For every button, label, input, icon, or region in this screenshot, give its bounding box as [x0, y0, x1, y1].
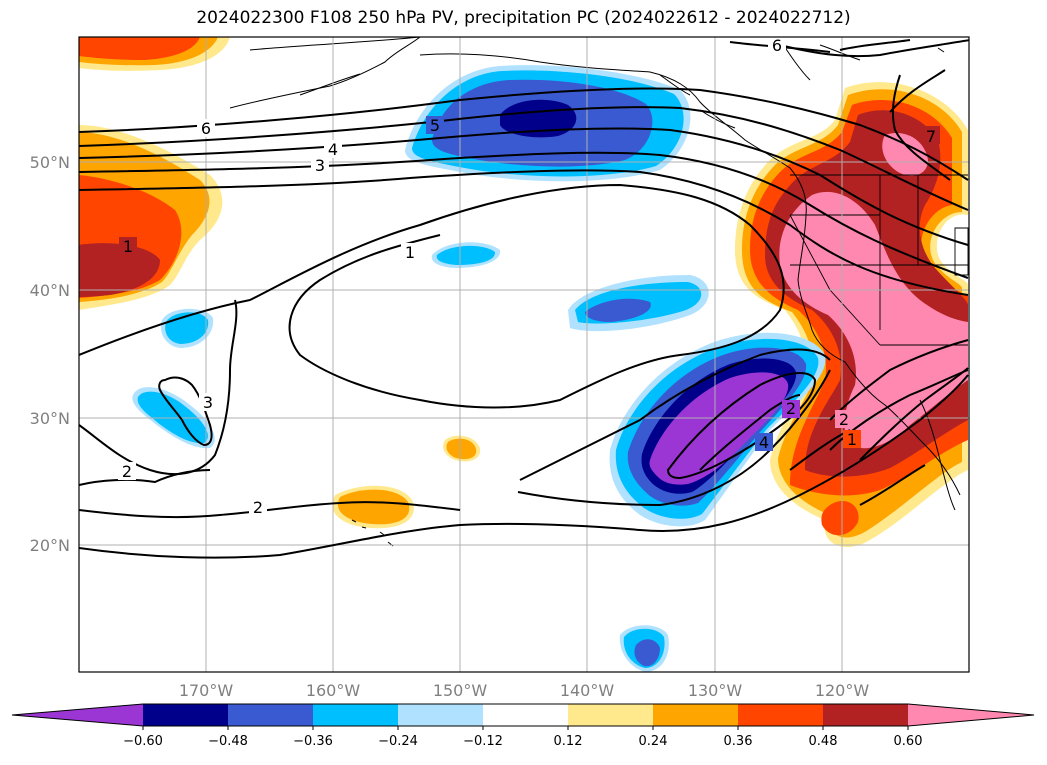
colorbar-tick-label: 0.24 [639, 734, 668, 749]
positive-anomaly-west-coast [735, 82, 968, 548]
colorbar-tick-label: 0.12 [554, 734, 583, 749]
colorbar-tick-label: −0.48 [208, 734, 248, 749]
colorbar-bin [398, 704, 483, 726]
colorbar-bin [483, 704, 568, 726]
colorbar: −0.60 −0.48 −0.36 −0.24 −0.12 0.12 0.24 0.36 0.4… [11, 703, 1035, 749]
map-plot-area: 6 5 4 3 1 1 6 7 2 4 3 2 2 2 [79, 36, 969, 672]
contour-label: 3 [203, 393, 213, 412]
lon-label-120w: 120°W [815, 681, 870, 700]
colorbar-tick-label: −0.60 [123, 734, 163, 749]
colorbar-tick-label: −0.12 [463, 734, 503, 749]
contour-label: 3 [315, 156, 325, 175]
colorbar-bin [568, 704, 653, 726]
contour-label: 1 [847, 430, 857, 449]
contour-label: 2 [122, 462, 132, 481]
colorbar-bin [313, 704, 398, 726]
lat-label-50n: 50°N [30, 153, 70, 172]
map-frame [78, 36, 970, 673]
lon-label-140w: 140°W [560, 681, 615, 700]
contour-label: 5 [430, 116, 440, 135]
graticule [79, 37, 969, 672]
lon-label-160w: 160°W [306, 681, 361, 700]
lat-label-20n: 20°N [30, 536, 70, 555]
lat-label-40n: 40°N [30, 281, 70, 300]
colorbar-tick-label: 0.60 [894, 734, 923, 749]
contour-label: 1 [123, 237, 133, 256]
contour-label: 6 [772, 36, 782, 55]
lon-label-150w: 150°W [433, 681, 488, 700]
colorbar-tick-label: 0.36 [724, 734, 753, 749]
colorbar-tick-label: −0.24 [378, 734, 418, 749]
longitude-labels: 170°W 160°W 150°W 140°W 130°W 120°W [179, 681, 870, 700]
colorbar-tick-label: −0.36 [293, 734, 333, 749]
contour-label: 2 [253, 498, 263, 517]
colorbar-extend-min [12, 704, 143, 726]
negative-anomaly-small-blobs [132, 242, 709, 672]
colorbar-bin [228, 704, 313, 726]
negative-anomaly-gulf-of-alaska [405, 65, 691, 182]
negative-anomaly-subtropical [609, 332, 826, 527]
pv-contours [79, 39, 969, 559]
map-title: 2024022300 F108 250 hPa PV, precipitatio… [196, 8, 851, 28]
colorbar-extend-max [908, 704, 1034, 726]
colorbar-tick-label: 0.48 [809, 734, 838, 749]
latitude-labels: 50°N 40°N 30°N 20°N [30, 153, 70, 555]
contour-label: 2 [839, 410, 849, 429]
lat-label-30n: 30°N [30, 409, 70, 428]
contour-label: 7 [926, 127, 936, 146]
colorbar-bin [143, 704, 228, 726]
colorbar-bin [823, 704, 908, 726]
contour-label: 6 [201, 119, 211, 138]
lon-label-130w: 130°W [688, 681, 743, 700]
contour-labels: 6 5 4 3 1 1 6 7 2 4 3 2 2 2 [118, 36, 940, 517]
colorbar-bin [738, 704, 823, 726]
contour-label: 4 [759, 433, 769, 452]
lon-label-170w: 170°W [179, 681, 234, 700]
contour-label: 4 [328, 140, 338, 159]
contour-label: 1 [405, 243, 415, 262]
colorbar-bin [653, 704, 738, 726]
contour-label: 2 [786, 399, 796, 418]
positive-anomaly-small-blobs [332, 435, 481, 529]
